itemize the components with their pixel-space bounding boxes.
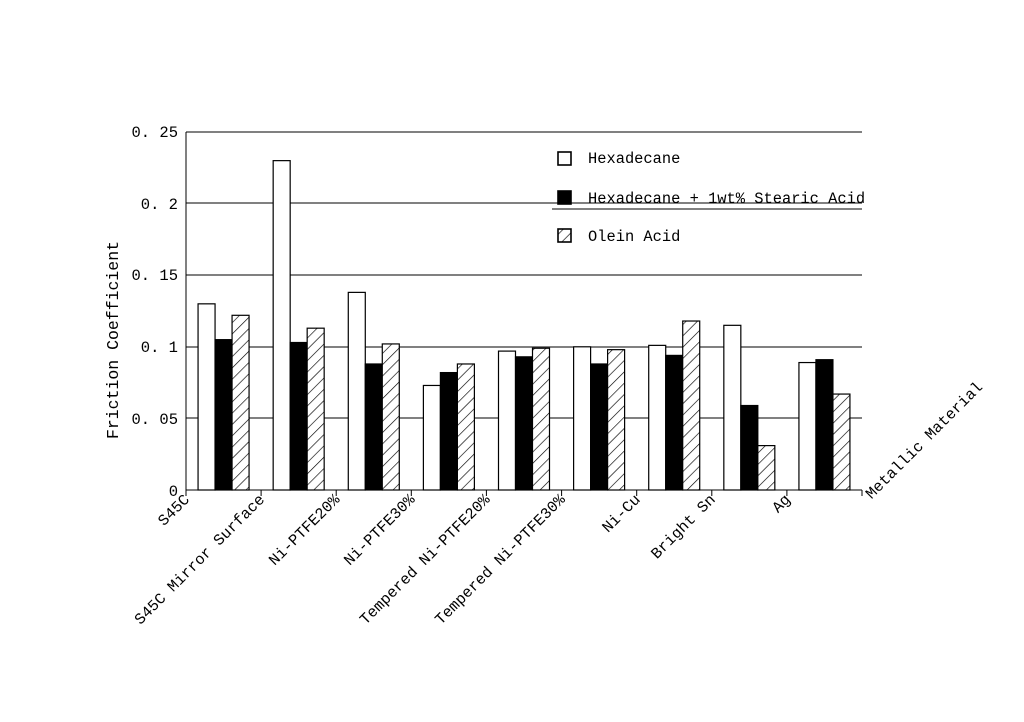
svg-text:0. 2: 0. 2 bbox=[141, 196, 178, 214]
svg-text:S45C: S45C bbox=[155, 491, 194, 530]
svg-text:Metallic Material: Metallic Material bbox=[862, 379, 987, 504]
svg-text:Ni-Cu: Ni-Cu bbox=[599, 491, 645, 537]
svg-text:Hexadecane + 1wt% Stearic Acid: Hexadecane + 1wt% Stearic Acid bbox=[588, 190, 865, 208]
svg-text:0. 05: 0. 05 bbox=[131, 411, 178, 429]
svg-text:Friction Coefficient: Friction Coefficient bbox=[104, 241, 123, 439]
svg-text:Ag: Ag bbox=[769, 491, 795, 517]
svg-text:Tempered Ni-PTFE20%: Tempered Ni-PTFE20% bbox=[356, 491, 494, 629]
svg-text:Olein Acid: Olein Acid bbox=[588, 228, 680, 246]
svg-text:Bright Sn: Bright Sn bbox=[648, 491, 720, 563]
svg-text:0. 1: 0. 1 bbox=[141, 339, 178, 357]
svg-text:S45C Mirror Surface: S45C Mirror Surface bbox=[131, 491, 269, 629]
svg-text:0. 25: 0. 25 bbox=[131, 124, 178, 142]
svg-text:Hexadecane: Hexadecane bbox=[588, 150, 680, 168]
svg-text:0. 15: 0. 15 bbox=[131, 267, 178, 285]
svg-text:Tempered Ni-PTFE30%: Tempered Ni-PTFE30% bbox=[432, 491, 570, 629]
svg-text:Ni-PTFE30%: Ni-PTFE30% bbox=[341, 491, 420, 570]
svg-text:Ni-PTFE20%: Ni-PTFE20% bbox=[265, 491, 344, 570]
